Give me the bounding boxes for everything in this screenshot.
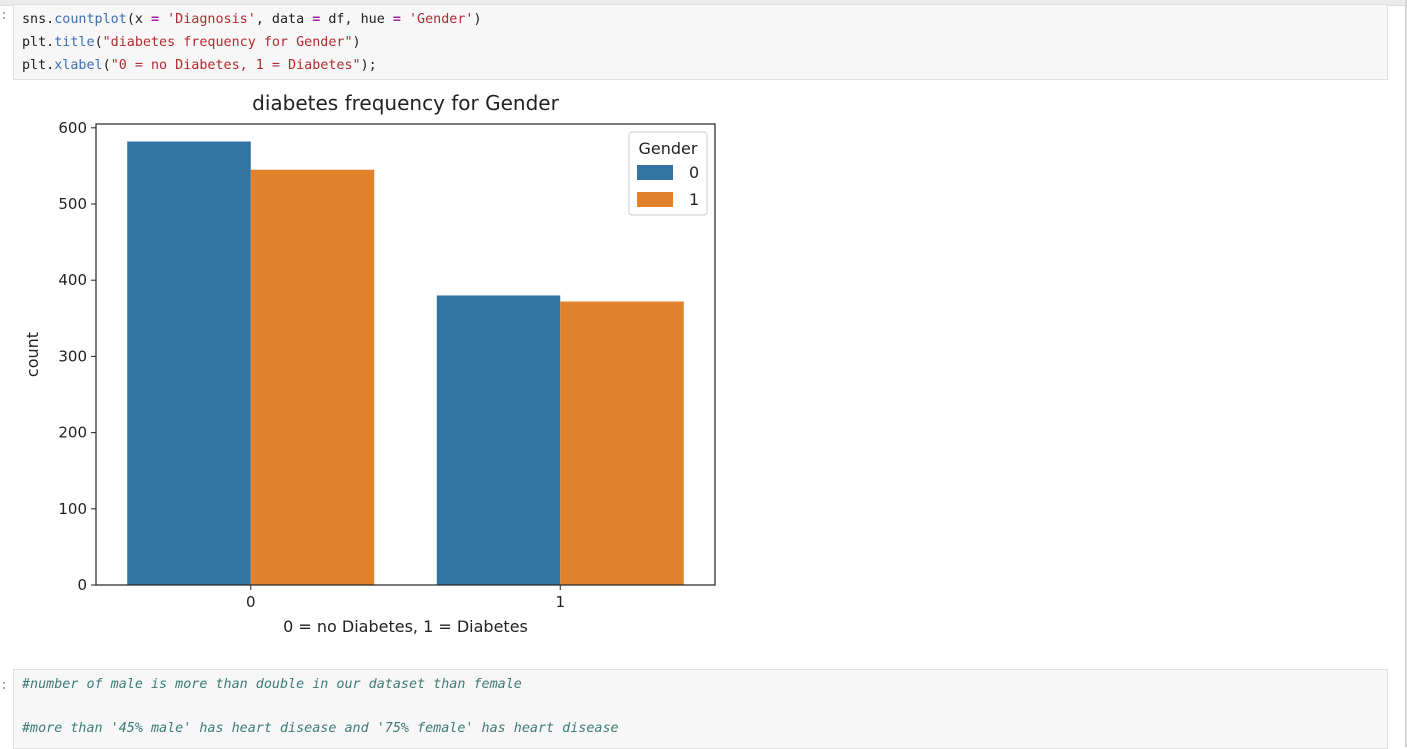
code-token: "diabetes frequency for Gender"	[102, 35, 353, 50]
legend-title: Gender	[639, 139, 698, 158]
cell-prompt: :	[0, 8, 8, 23]
code-token: title	[54, 35, 95, 50]
code-cell-comments[interactable]: #number of male is more than double in o…	[13, 669, 1388, 749]
scrollbar[interactable]	[1405, 0, 1407, 747]
x-tick-label: 0	[246, 593, 256, 611]
code-line: plt.xlabel("0 = no Diabetes, 1 = Diabete…	[14, 54, 1387, 77]
bar	[436, 295, 561, 585]
code-token: plt.	[22, 58, 55, 73]
code-token: =	[312, 12, 321, 27]
bar	[560, 301, 684, 585]
legend-swatch	[637, 192, 673, 207]
y-tick-label: 200	[58, 424, 87, 442]
code-token: (	[94, 35, 103, 50]
x-tick-label: 1	[555, 593, 565, 611]
y-tick-label: 0	[77, 576, 87, 594]
y-tick-label: 300	[58, 347, 87, 365]
code-token: (	[102, 58, 111, 73]
code-token: );	[360, 58, 377, 73]
code-token: =	[392, 12, 401, 27]
code-token: plt.	[22, 35, 55, 50]
legend-swatch	[637, 165, 673, 180]
code-token: sns.	[22, 12, 55, 27]
code-token: "0 = no Diabetes, 1 = Diabetes"	[110, 58, 361, 73]
comment-line	[14, 696, 1387, 718]
y-tick-label: 100	[58, 500, 87, 518]
code-token: 'Diagnosis'	[167, 12, 256, 27]
y-tick-label: 400	[58, 271, 87, 289]
code-token: countplot	[54, 12, 127, 27]
code-cell-countplot[interactable]: sns.countplot(x = 'Diagnosis', data = df…	[13, 4, 1388, 80]
y-tick-label: 500	[58, 195, 87, 213]
comment-line: #more than '45% male' has heart disease …	[22, 721, 619, 736]
legend-label: 0	[689, 163, 699, 182]
y-tick-label: 600	[58, 119, 87, 137]
code-token	[401, 12, 409, 27]
code-token: )	[473, 12, 482, 27]
code-token: df, hue	[320, 12, 393, 27]
code-token: =	[151, 12, 160, 27]
code-token: xlabel	[54, 58, 103, 73]
comment-line: #number of male is more than double in o…	[22, 677, 522, 692]
legend-label: 1	[689, 190, 699, 209]
code-line: sns.countplot(x = 'Diagnosis', data = df…	[14, 8, 1387, 31]
bar	[127, 141, 251, 585]
code-token	[159, 12, 167, 27]
plot-frame	[95, 123, 716, 586]
bar	[250, 169, 375, 586]
cell-prompt: :	[0, 678, 8, 693]
code-line: plt.title("diabetes frequency for Gender…	[14, 31, 1387, 54]
chart-output: diabetes frequency for Gender 0 1 0 100 200 30…	[20, 88, 740, 652]
code-token: (x	[126, 12, 151, 27]
x-axis-label: 0 = no Diabetes, 1 = Diabetes	[283, 617, 528, 636]
chart-title: diabetes frequency for Gender	[252, 91, 559, 115]
code-token: )	[352, 35, 361, 50]
code-token: 'Gender'	[409, 12, 474, 27]
countplot-chart: diabetes frequency for Gender 0 1 0 100 200 30…	[23, 91, 716, 636]
y-axis-label: count	[23, 332, 42, 377]
code-token: , data	[255, 12, 313, 27]
